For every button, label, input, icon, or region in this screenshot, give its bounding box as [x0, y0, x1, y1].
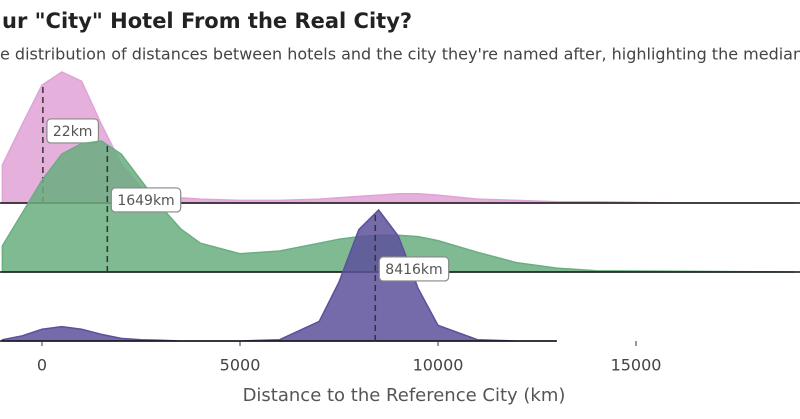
median-label: 1649km [110, 187, 182, 213]
x-axis-title: Distance to the Reference City (km) [243, 385, 566, 406]
median-label-box [110, 187, 182, 213]
x-tick-label: 10000 [413, 356, 464, 375]
median-label: 22km [46, 118, 100, 144]
median-label-box [46, 118, 100, 144]
median-label-text: 22km [53, 124, 93, 140]
median-label: 8416km [378, 256, 450, 282]
median-label-box [378, 256, 450, 282]
chart-subtitle: e distribution of distances between hote… [0, 45, 800, 64]
x-tick-label: 15000 [611, 356, 662, 375]
x-tick-label: 5000 [220, 356, 261, 375]
x-tick-label: 0 [37, 356, 47, 375]
median-label-text: 8416km [385, 262, 442, 278]
chart-title: ur "City" Hotel From the Real City? [2, 9, 412, 33]
median-label-text: 1649km [117, 193, 174, 209]
